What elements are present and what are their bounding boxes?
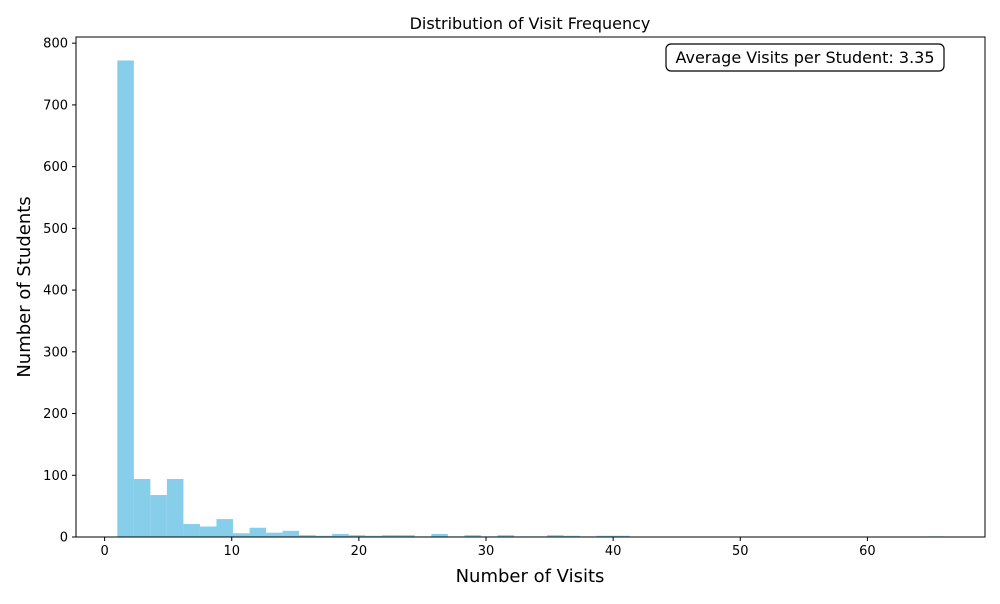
histogram-bar-4 xyxy=(183,524,200,537)
histogram-bar-29 xyxy=(596,535,614,537)
histogram-bar-10 xyxy=(282,530,300,537)
histogram-bar-27 xyxy=(563,535,581,537)
histogram-bar-30 xyxy=(613,535,630,537)
x-tick-label: 60 xyxy=(859,544,876,559)
x-tick-label: 40 xyxy=(605,544,622,559)
y-tick-label: 200 xyxy=(43,407,68,422)
average-annotation: Average Visits per Student: 3.35 xyxy=(675,48,934,67)
histogram-bar-2 xyxy=(150,495,167,537)
histogram-bar-11 xyxy=(299,535,316,537)
histogram-bar-19 xyxy=(431,533,448,537)
histogram-bar-0 xyxy=(117,60,134,538)
y-tick-label: 400 xyxy=(43,284,68,299)
plot-frame xyxy=(75,36,986,538)
y-tick-label: 100 xyxy=(43,469,68,484)
x-tick-label: 50 xyxy=(732,544,749,559)
histogram-bar-21 xyxy=(464,535,481,537)
x-tick-label: 30 xyxy=(478,544,495,559)
histogram-bar-3 xyxy=(166,478,184,537)
x-axis: 0 10 20 30 40 50 60 xyxy=(100,537,876,559)
histogram-bar-14 xyxy=(348,535,366,537)
y-tick-label: 800 xyxy=(43,37,68,52)
y-tick-label: 500 xyxy=(43,222,68,237)
x-tick-label: 0 xyxy=(100,544,108,559)
histogram-bar-8 xyxy=(249,527,267,537)
x-axis-label: Number of Visits xyxy=(456,566,605,587)
histogram-bar-13 xyxy=(332,533,349,537)
y-tick-label: 700 xyxy=(43,98,68,113)
histogram-bar-17 xyxy=(398,535,415,537)
histogram-bar-16 xyxy=(381,535,399,537)
histogram-bar-1 xyxy=(133,478,151,537)
y-tick-label: 0 xyxy=(60,531,68,546)
histogram-bar-9 xyxy=(266,532,283,537)
y-tick-label: 300 xyxy=(43,345,68,360)
bars-group xyxy=(117,60,944,538)
histogram-bar-6 xyxy=(216,519,234,537)
histogram-bar-23 xyxy=(497,535,514,537)
histogram-bar-7 xyxy=(233,533,250,537)
x-tick-label: 20 xyxy=(351,544,368,559)
annotation-box xyxy=(665,43,945,72)
y-axis-label: Number of Students xyxy=(14,196,35,377)
histogram-bar-5 xyxy=(199,526,217,537)
histogram-bar-12 xyxy=(315,535,333,537)
histogram-bar-15 xyxy=(365,535,382,537)
y-axis: 0 100 200 300 400 500 600 700 800 xyxy=(43,37,76,546)
histogram-bar-26 xyxy=(547,535,564,537)
chart-title: Distribution of Visit Frequency xyxy=(410,14,651,33)
y-tick-label: 600 xyxy=(43,160,68,175)
x-tick-label: 10 xyxy=(223,544,240,559)
